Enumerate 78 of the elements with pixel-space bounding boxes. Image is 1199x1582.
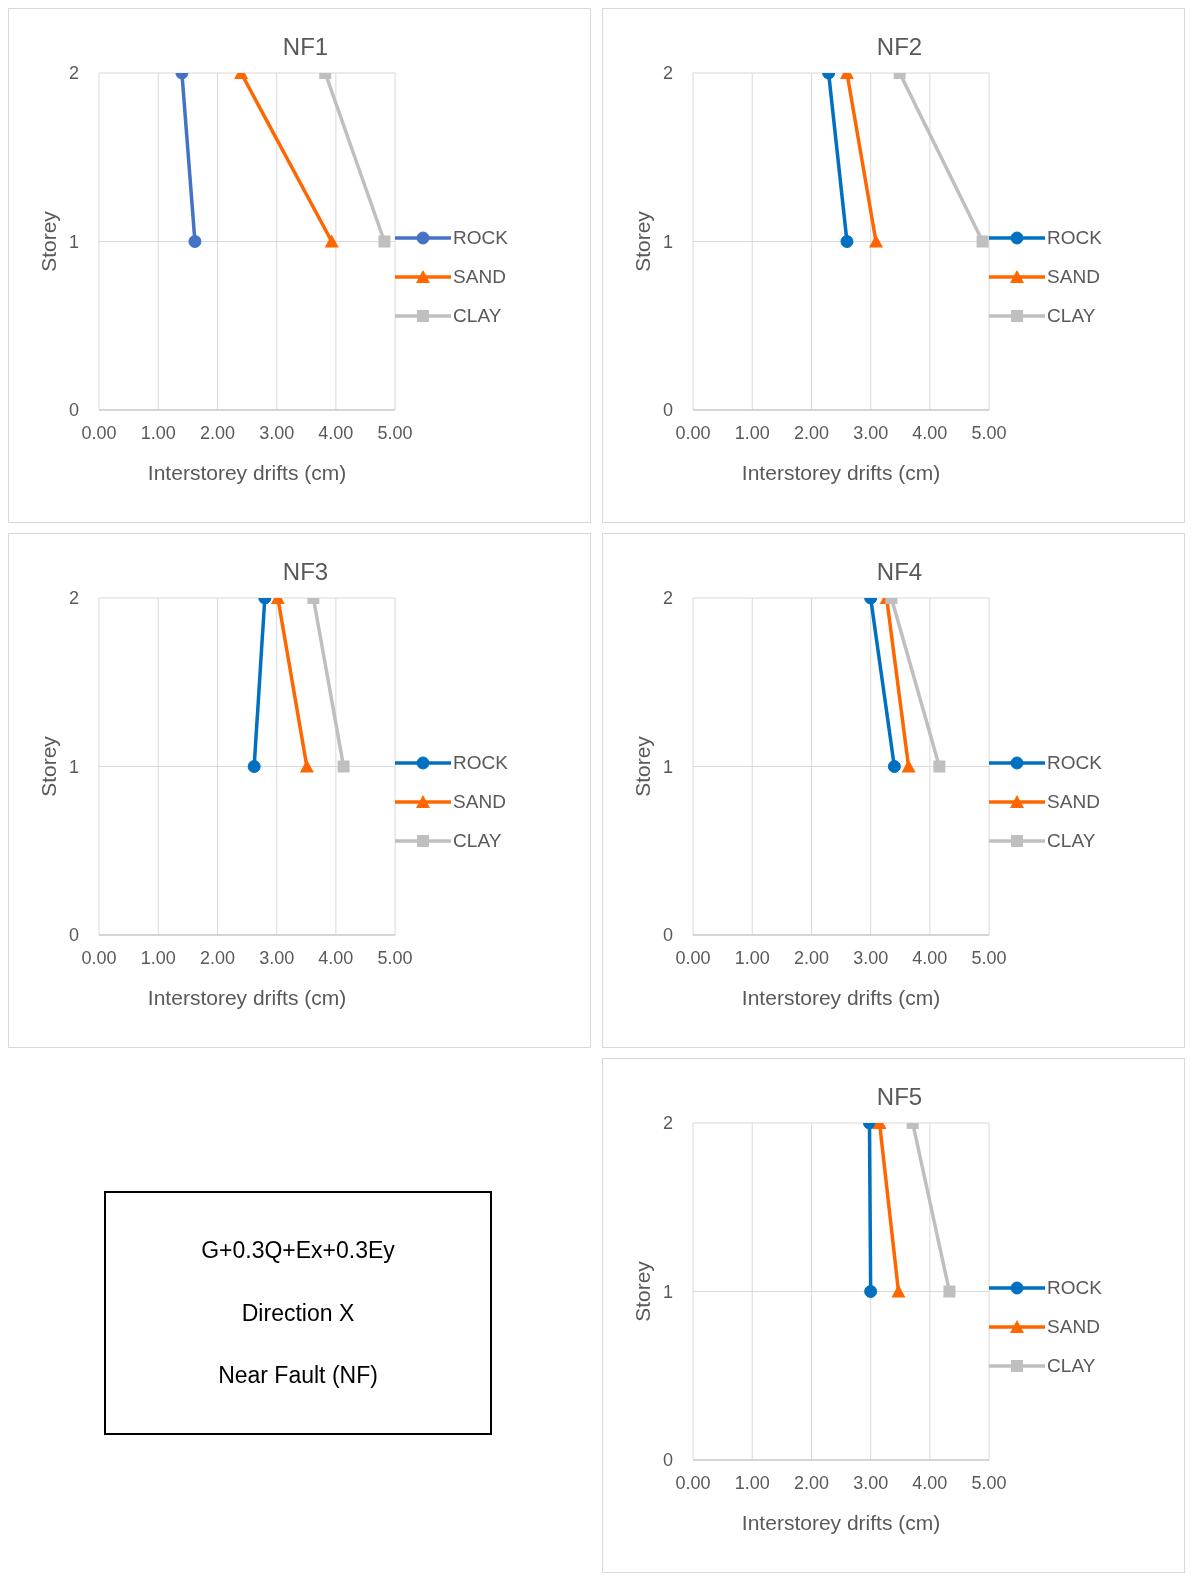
chart-title: NF1 [281,33,330,61]
text: Direction X [241,1299,355,1327]
chart-title: NF4 [875,558,924,586]
x-tick-label: 1.00 [140,947,176,968]
y-tick-label: 2 [662,588,673,609]
legend-label: SAND [1047,791,1100,813]
y-tick-label: 2 [68,588,79,609]
x-tick-label: 2.00 [793,947,829,968]
chart-title: NF3 [281,558,330,586]
y-tick-label: 0 [68,400,79,421]
x-axis-title: Interstorey drifts (cm) [147,461,347,484]
y-tick-label: 2 [68,63,79,84]
legend-label: ROCK [453,752,508,774]
x-tick-label: 0.00 [81,947,117,968]
legend-label: SAND [1047,266,1100,288]
y-tick-label: 0 [68,925,79,946]
chart-title: NF5 [875,1083,924,1111]
x-tick-label: 2.00 [199,947,235,968]
x-tick-label: 3.00 [259,947,295,968]
x-axis-title: Interstorey drifts (cm) [741,1511,941,1534]
chart-title: NF2 [875,33,924,61]
x-tick-label: 5.00 [971,1472,1007,1493]
x-axis-title: Interstorey drifts (cm) [741,986,941,1009]
legend-label: ROCK [1047,227,1102,249]
x-tick-label: 1.00 [140,422,176,443]
x-tick-label: 0.00 [675,1472,711,1493]
x-tick-label: 5.00 [377,947,413,968]
legend-label: SAND [453,266,506,288]
x-tick-label: 5.00 [377,422,413,443]
y-tick-label: 2 [662,1113,673,1134]
x-tick-label: 4.00 [912,1472,948,1493]
x-tick-label: 3.00 [853,947,889,968]
x-tick-label: 0.00 [675,947,711,968]
x-tick-label: 1.00 [734,947,770,968]
x-tick-label: 4.00 [912,422,948,443]
y-tick-label: 1 [68,756,79,777]
x-tick-label: 3.00 [853,422,889,443]
y-tick-label: 1 [662,231,673,252]
y-axis-title: Storey [37,735,61,797]
legend-label: ROCK [453,227,508,249]
x-tick-label: 1.00 [734,422,770,443]
x-tick-label: 2.00 [793,1472,829,1493]
y-tick-label: 2 [662,63,673,84]
legend-label: CLAY [1047,830,1096,852]
x-tick-label: 3.00 [259,422,295,443]
y-axis-title: Storey [631,210,655,272]
legend-label: CLAY [1047,305,1096,327]
y-tick-label: 1 [662,756,673,777]
x-tick-label: 0.00 [675,422,711,443]
y-axis-title: Storey [631,1260,655,1322]
legend-label: ROCK [1047,752,1102,774]
legend-label: SAND [453,791,506,813]
x-tick-label: 0.00 [81,422,117,443]
legend-label: ROCK [1047,1277,1102,1299]
x-tick-label: 5.00 [971,422,1007,443]
y-tick-label: 0 [662,925,673,946]
x-tick-label: 2.00 [199,422,235,443]
x-tick-label: 4.00 [912,947,948,968]
y-axis-title: Storey [631,735,655,797]
legend-label: CLAY [453,830,502,852]
y-axis-title: Storey [37,210,61,272]
text: G+0.3Q+Ex+0.3Ey [201,1236,395,1264]
y-tick-label: 0 [662,1450,673,1471]
legend-label: CLAY [1047,1355,1096,1377]
x-axis-title: Interstorey drifts (cm) [741,461,941,484]
x-tick-label: 3.00 [853,1472,889,1493]
legend-label: SAND [1047,1316,1100,1338]
y-tick-label: 1 [662,1281,673,1302]
x-axis-title: Interstorey drifts (cm) [147,986,347,1009]
x-tick-label: 2.00 [793,422,829,443]
y-tick-label: 0 [662,400,673,421]
x-tick-label: 4.00 [318,947,354,968]
x-tick-label: 1.00 [734,1472,770,1493]
x-tick-label: 4.00 [318,422,354,443]
text: Near Fault (NF) [218,1362,378,1390]
x-tick-label: 5.00 [971,947,1007,968]
y-tick-label: 1 [68,231,79,252]
legend-label: CLAY [453,305,502,327]
